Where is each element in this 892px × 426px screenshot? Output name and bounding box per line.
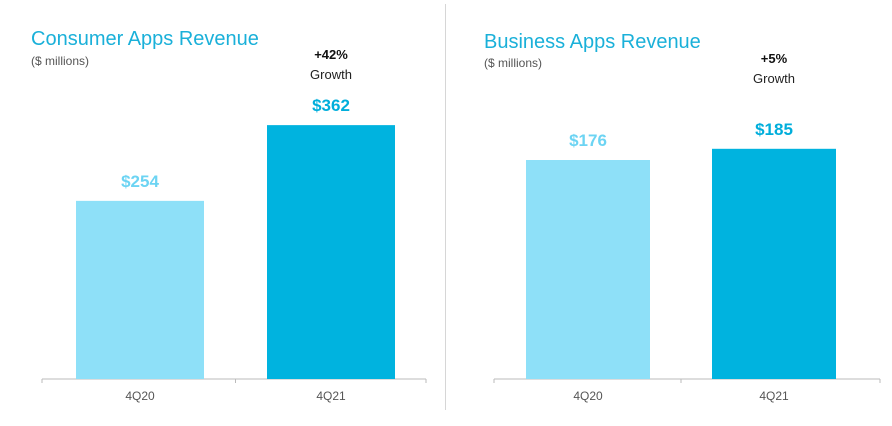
chart-subtitle: ($ millions) — [31, 54, 90, 68]
business-apps-chart: Business Apps Revenue ($ millions) +5% G… — [446, 0, 892, 426]
x-tick-label: 4Q21 — [316, 389, 346, 403]
consumer-apps-chart: Consumer Apps Revenue ($ millions) +42% … — [31, 28, 427, 403]
bar-4q21 — [267, 125, 395, 380]
chart-title: Consumer Apps Revenue — [31, 28, 259, 50]
bar-4q21 — [712, 148, 836, 379]
chart-title: Business Apps Revenue — [484, 31, 701, 53]
bar-4q20 — [526, 160, 650, 379]
x-tick-label: 4Q20 — [125, 389, 155, 403]
x-tick-label: 4Q20 — [573, 389, 603, 403]
x-tick-label: 4Q21 — [759, 389, 789, 403]
chart-subtitle: ($ millions) — [484, 56, 543, 70]
growth-label: Growth — [753, 71, 795, 86]
bar-value-label: $362 — [312, 96, 350, 115]
bar-value-label: $254 — [121, 172, 159, 191]
bar-value-label: $185 — [755, 120, 793, 139]
growth-percent: +42% — [314, 47, 348, 62]
bar-plot: $176 4Q20 $185 4Q21 — [493, 120, 881, 403]
bar-value-label: $176 — [569, 131, 607, 150]
panel-divider — [445, 4, 446, 410]
growth-label: Growth — [310, 67, 352, 82]
bar-plot: $254 4Q20 $362 4Q21 — [41, 96, 427, 403]
bar-4q20 — [76, 200, 204, 379]
growth-percent: +5% — [760, 51, 788, 66]
